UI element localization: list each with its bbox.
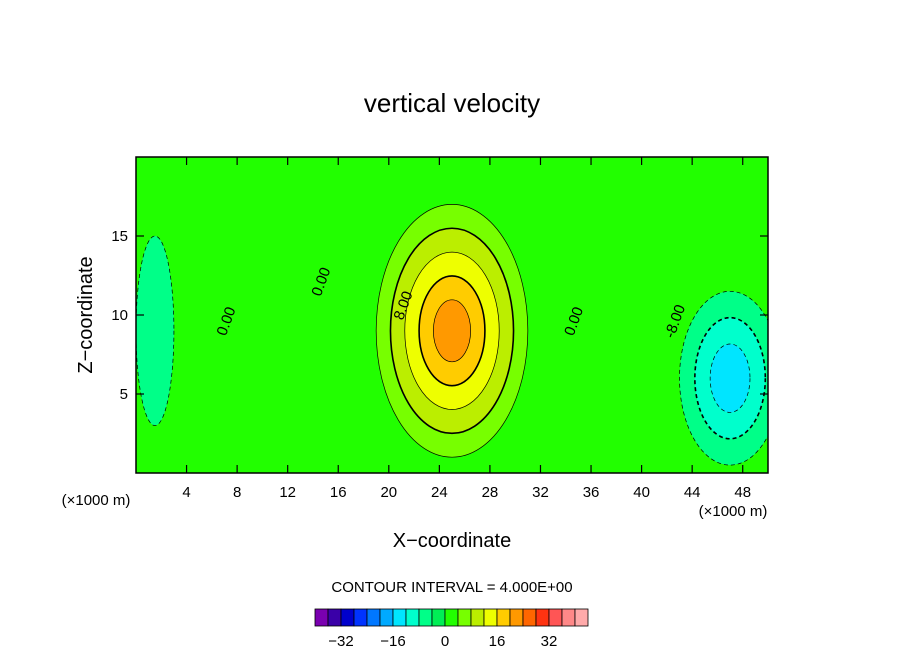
x-tick-label: 4 [182,484,190,501]
chart-title: vertical velocity [364,88,540,118]
x-tick-label: 32 [532,484,549,501]
colorbar-tick-label: −16 [380,633,405,650]
colorbar-swatch [561,608,576,627]
colorbar-swatch [431,608,446,627]
x-axis-label: X−coordinate [393,530,511,552]
x-tick-label: 40 [633,484,650,501]
colorbar-tick-label: 16 [489,633,506,650]
colorbar-swatch [535,608,550,627]
colorbar-swatch [522,608,537,627]
x-ticks: 4 8 12 16 20 24 28 32 36 40 44 48 [182,157,751,501]
colorbar [314,608,589,627]
colorbar-swatch [405,608,420,627]
colorbar-swatch [314,608,329,627]
colorbar-swatch [470,608,485,627]
colorbar-tick-label: 0 [441,633,449,650]
x-tick-label: 12 [279,484,296,501]
plot-area: 0.000.008.00 0.00 -8.00 [135,156,769,474]
x-tick-label: 24 [431,484,448,501]
y-ticks: 5 10 15 [111,228,768,403]
colorbar-swatch [457,608,472,627]
colorbar-tick-label: −32 [328,633,353,650]
y-tick-label: 5 [120,386,128,403]
x-unit-left: (×1000 m) [62,492,131,509]
colorbar-swatch [366,608,381,627]
colorbar-tick-label: 32 [541,633,558,650]
colorbar-swatch [379,608,394,627]
contour-band-downdraft-3 [709,343,751,413]
x-tick-label: 16 [330,484,347,501]
x-tick-label: 48 [734,484,751,501]
colorbar-swatch [444,608,459,627]
contour-interval-label: CONTOUR INTERVAL = 4.000E+00 [331,579,572,596]
contour-band-updraft-5 [433,299,471,363]
contour-band-weak_downdraft-1 [136,235,175,426]
x-tick-label: 28 [482,484,499,501]
colorbar-swatch [418,608,433,627]
y-axis-label: Z−coordinate [75,256,97,373]
colorbar-swatch [509,608,524,627]
colorbar-swatch [327,608,342,627]
colorbar-swatch [353,608,368,627]
colorbar-swatch [548,608,563,627]
colorbar-swatch [392,608,407,627]
colorbar-swatch [574,608,589,627]
y-tick-label: 15 [111,228,128,245]
x-tick-label: 44 [684,484,701,501]
x-unit-right: (×1000 m) [699,503,768,520]
colorbar-swatch [340,608,355,627]
colorbar-ticks: −32 −16 0 16 32 [328,633,557,650]
colorbar-swatch [496,608,511,627]
y-tick-label: 10 [111,307,128,324]
x-tick-label: 8 [233,484,241,501]
x-tick-label: 36 [583,484,600,501]
colorbar-swatch [483,608,498,627]
x-tick-label: 20 [380,484,397,501]
